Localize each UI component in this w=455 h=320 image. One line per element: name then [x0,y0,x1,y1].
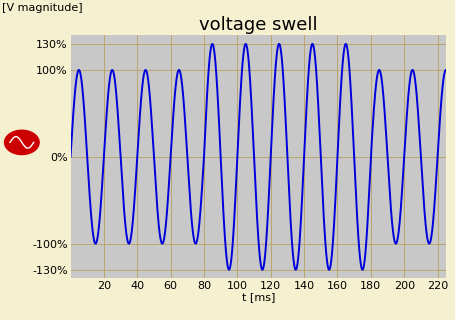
Title: voltage swell: voltage swell [199,16,318,34]
X-axis label: t [ms]: t [ms] [242,292,275,303]
Text: [V magnitude]: [V magnitude] [2,3,83,13]
